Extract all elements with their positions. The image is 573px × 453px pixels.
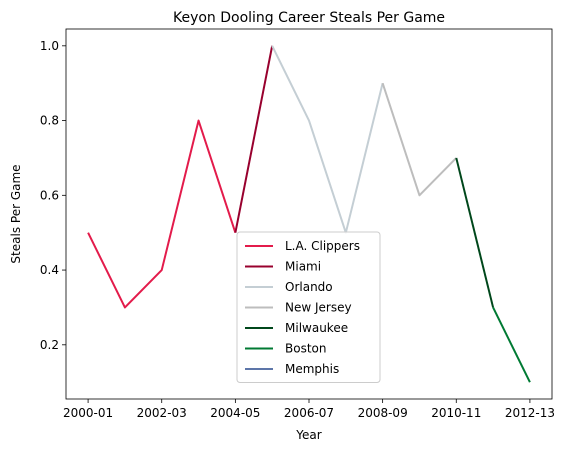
x-tick-label: 2006-07 [284,406,334,420]
y-axis: 0.2 0.4 0.6 0.8 1.0 [40,39,66,352]
chart-title: Keyon Dooling Career Steals Per Game [173,10,445,26]
y-axis-label: Steals Per Game [9,164,23,263]
legend-label: Memphis [285,362,339,376]
legend-label: Milwaukee [285,321,348,335]
legend-label: L.A. Clippers [285,239,360,253]
x-tick-label: 2000-01 [63,406,113,420]
legend-label: New Jersey [285,301,352,315]
series-line-2 [271,45,384,234]
y-tick-label: 0.4 [40,263,59,277]
legend-label: Boston [285,342,326,356]
legend-label: Orlando [285,280,333,294]
y-tick-label: 0.6 [40,188,59,202]
legend-label: Miami [285,260,321,274]
y-tick-label: 0.2 [40,338,59,352]
x-axis: 2000-01 2002-03 2004-05 2006-07 2008-09 2010-… [63,399,555,420]
y-tick-label: 1.0 [40,39,59,53]
x-tick-label: 2010-11 [431,406,481,420]
x-tick-label: 2004-05 [210,406,260,420]
series-line-1 [234,45,274,233]
x-tick-label: 2008-09 [358,406,408,420]
x-tick-label: 2012-13 [505,406,555,420]
series-line-4 [455,157,495,308]
x-axis-label: Year [295,428,321,442]
series-line-0 [87,119,237,309]
legend: L.A. Clippers Miami Orlando New Jersey Milwa… [236,231,381,383]
plot-lines [87,45,531,383]
series-line-3 [381,82,457,197]
legend-box [236,231,381,383]
x-tick-label: 2002-03 [137,406,187,420]
series-line-5 [492,306,531,383]
y-tick-label: 0.8 [40,114,59,128]
